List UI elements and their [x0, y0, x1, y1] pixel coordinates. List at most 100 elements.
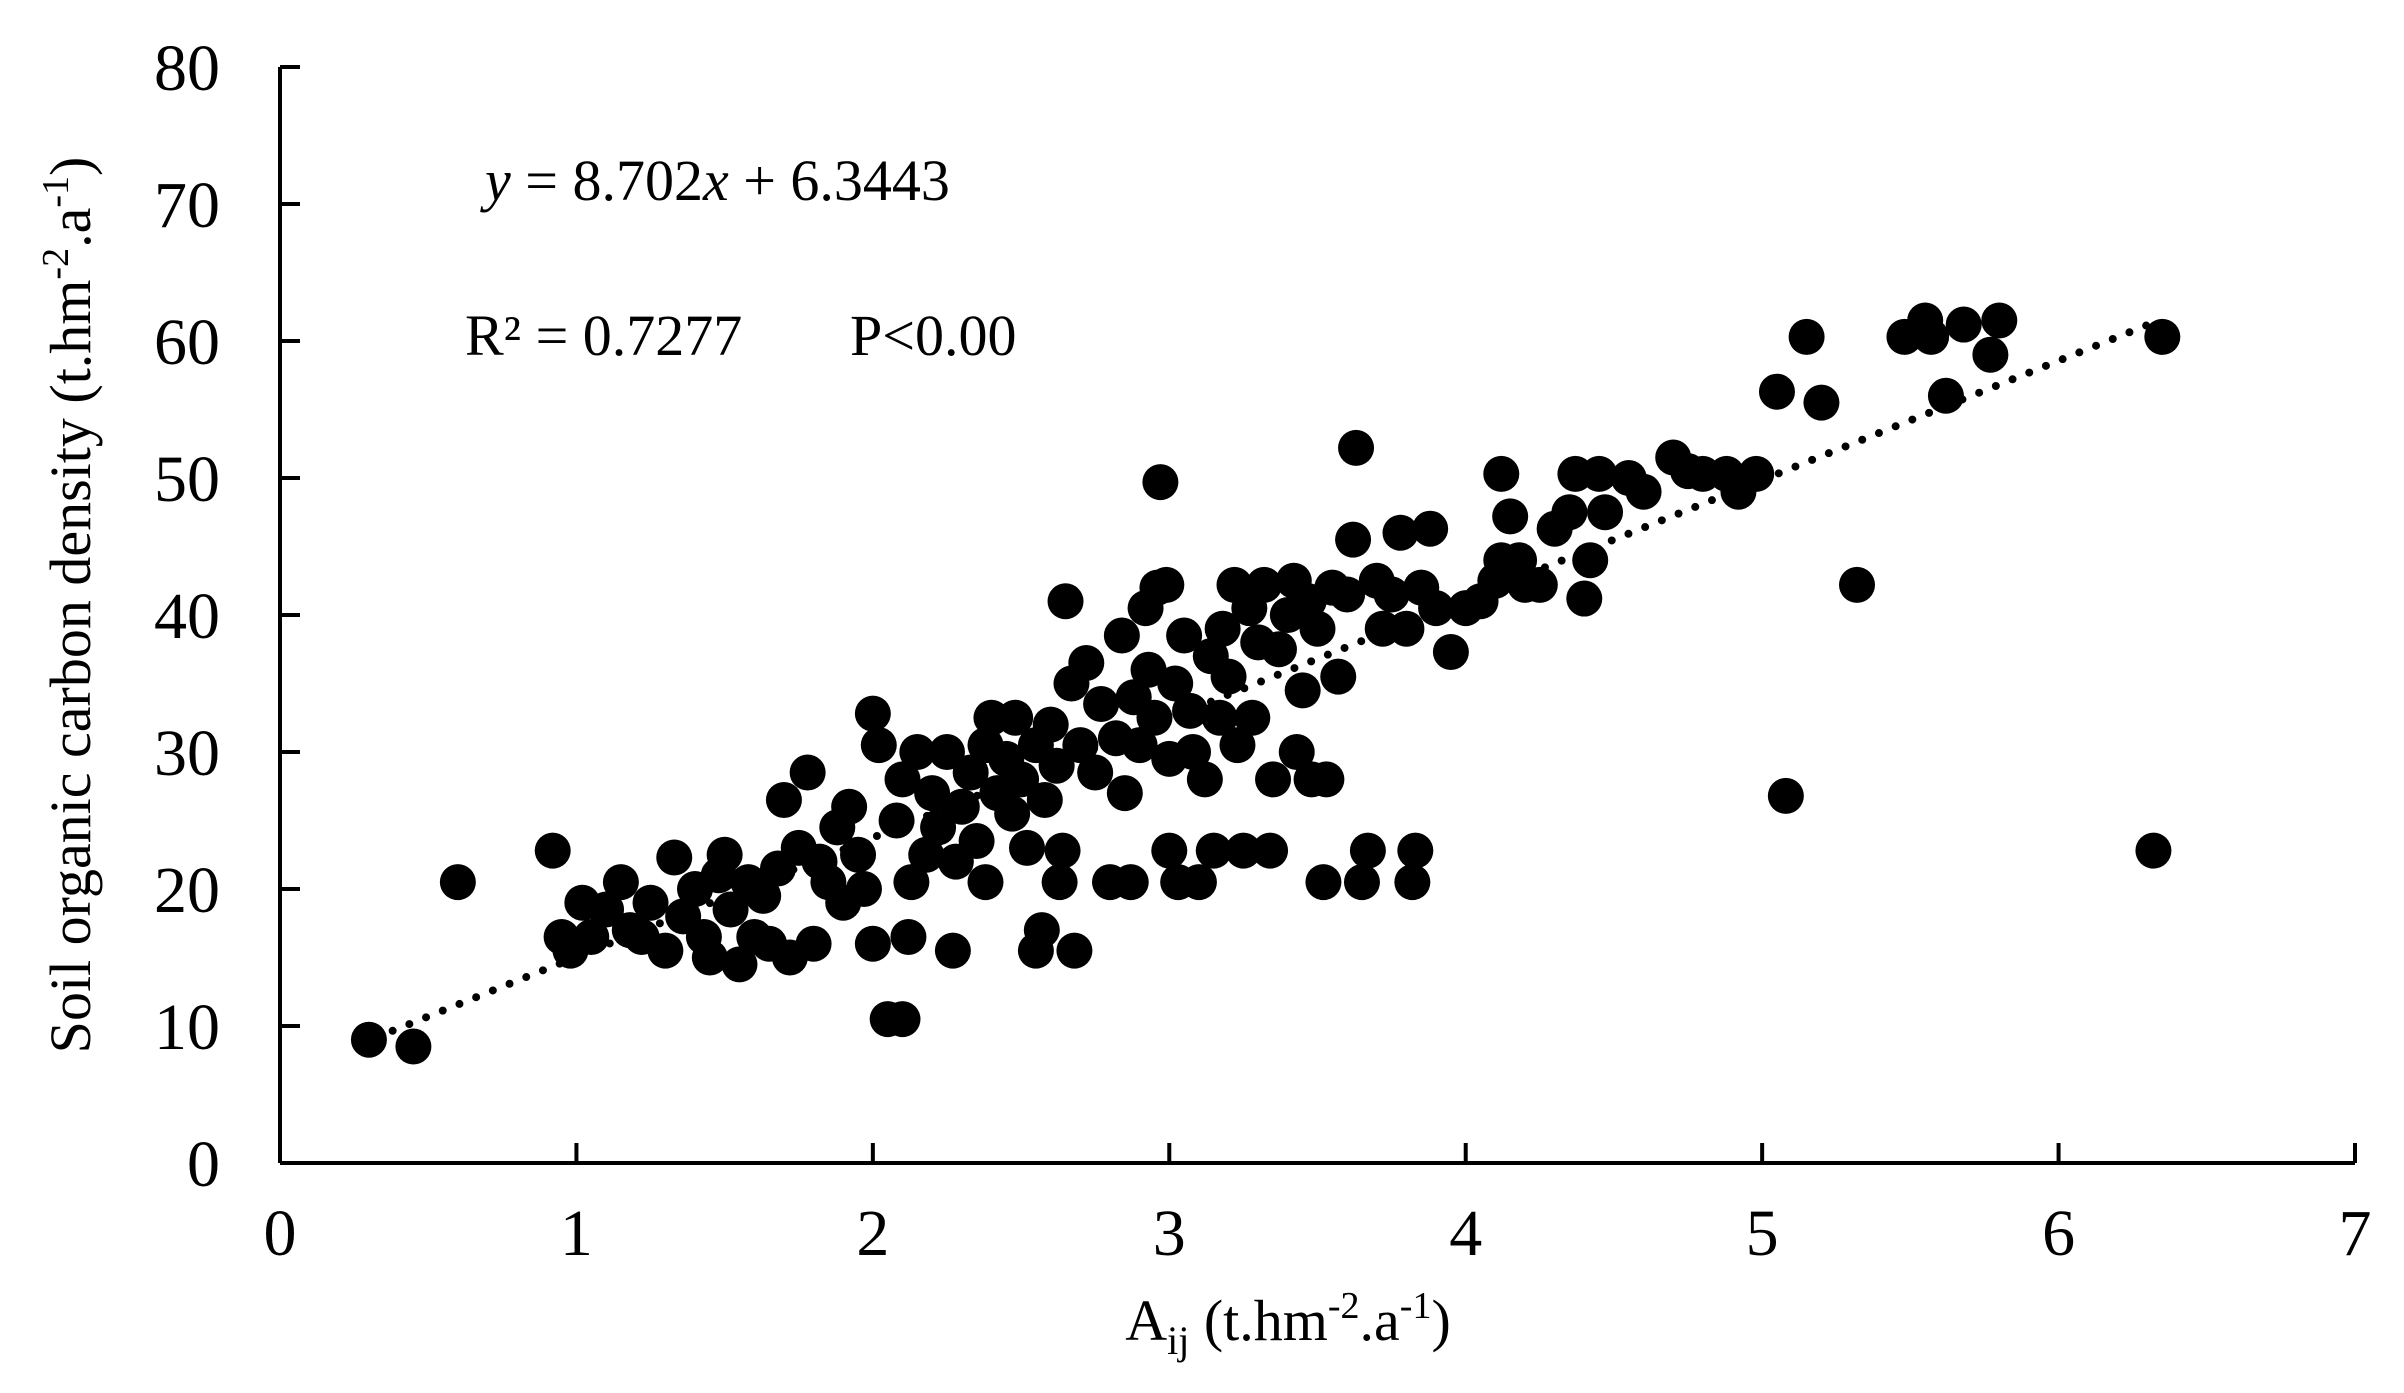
data-point — [1394, 864, 1431, 901]
data-point — [1412, 510, 1449, 547]
data-point — [795, 925, 832, 962]
y-tick-label: 40 — [154, 580, 220, 653]
data-point — [1219, 727, 1256, 764]
data-point — [845, 871, 882, 907]
data-point — [534, 832, 571, 869]
data-point — [890, 918, 927, 955]
data-point — [1566, 580, 1603, 617]
data-point — [943, 788, 980, 825]
data-point — [1338, 429, 1375, 466]
data-point — [1260, 631, 1297, 668]
data-point — [1148, 566, 1185, 603]
data-point — [1788, 318, 1825, 355]
data-point — [1625, 473, 1662, 510]
data-point — [1121, 727, 1158, 764]
data-point — [1180, 864, 1217, 901]
data-point — [1026, 781, 1063, 818]
data-point — [920, 809, 957, 846]
data-point — [934, 932, 971, 969]
data-point — [1388, 610, 1425, 647]
data-point — [899, 734, 936, 770]
data-point — [712, 891, 749, 928]
x-axis-title-unit-mid: .a — [1360, 1288, 1400, 1353]
data-point — [1758, 373, 1795, 410]
y-tick-label: 70 — [154, 169, 220, 242]
data-point — [1246, 566, 1283, 603]
data-point — [2144, 318, 2181, 355]
data-point — [1767, 777, 1804, 814]
data-point — [1521, 566, 1558, 603]
data-point — [1382, 514, 1419, 551]
x-ticks: 0 1 2 3 4 5 6 7 — [264, 1143, 2372, 1270]
data-point — [395, 1028, 432, 1065]
x-tick-label: 3 — [1153, 1197, 1186, 1270]
data-point — [1175, 734, 1211, 770]
y-axis-title-mid: .a — [38, 208, 103, 248]
trendline — [388, 321, 2152, 1035]
data-point — [1166, 617, 1203, 654]
data-point — [1083, 686, 1120, 723]
data-point — [1551, 494, 1588, 531]
data-point — [1041, 864, 1078, 901]
data-point — [1572, 542, 1609, 579]
data-point — [1047, 583, 1084, 620]
data-point — [721, 946, 758, 983]
data-point — [893, 864, 930, 901]
data-point — [691, 939, 728, 976]
x-tick-label: 5 — [1746, 1197, 1779, 1270]
data-point — [1252, 832, 1289, 869]
regression-equation: y = 8.702x + 6.3443 — [480, 148, 950, 213]
y-tick-label: 80 — [154, 32, 220, 105]
data-point — [2135, 832, 2172, 869]
data-point — [1056, 932, 1093, 969]
x-tick-label: 1 — [560, 1197, 593, 1270]
data-point — [1157, 665, 1194, 702]
data-point — [439, 864, 476, 901]
data-point — [1136, 699, 1173, 736]
y-axis-title-sup1: -2 — [35, 248, 77, 280]
y-axis-title-post: ) — [38, 157, 103, 176]
data-point — [656, 839, 693, 876]
data-point — [884, 761, 921, 798]
x-axis-title: Aij (t.hm-2.a-1) — [1125, 1285, 1451, 1363]
r-squared-text: R² = 0.7277 — [465, 303, 742, 368]
data-point — [1335, 521, 1372, 558]
x-axis-title-sup1: -2 — [1328, 1285, 1360, 1327]
data-point — [908, 836, 945, 873]
data-point — [1003, 761, 1040, 798]
data-point — [1972, 336, 2009, 373]
x-tick-label: 7 — [2339, 1197, 2372, 1270]
data-point — [1106, 775, 1143, 812]
data-point — [1278, 734, 1315, 770]
data-point — [1981, 302, 2018, 339]
x-axis-title-main: A — [1125, 1288, 1167, 1353]
data-point — [1103, 617, 1140, 654]
data-point — [602, 864, 639, 901]
data-point — [1186, 761, 1223, 798]
data-point — [860, 727, 897, 764]
trendline-line — [388, 321, 2152, 1035]
y-tick-label: 30 — [154, 717, 220, 790]
data-point — [1320, 658, 1357, 695]
data-point — [1329, 576, 1366, 613]
data-point — [958, 823, 995, 860]
data-point — [840, 836, 877, 873]
y-tick-label: 10 — [154, 991, 220, 1064]
data-point — [1738, 455, 1775, 492]
data-point — [632, 884, 669, 921]
data-point — [350, 1021, 387, 1058]
data-point — [1077, 754, 1114, 791]
data-point — [1044, 832, 1081, 869]
y-axis-title: Soil organic carbon density (t.hm-2.a-1) — [35, 157, 103, 1054]
x-axis-title-unit-post: ) — [1431, 1288, 1450, 1353]
x-axis-title-unit-pre: (t.hm — [1189, 1288, 1328, 1353]
data-point — [1172, 692, 1209, 729]
x-axis-title-sup2: -1 — [1400, 1285, 1432, 1327]
data-point — [1483, 455, 1520, 492]
data-point — [1225, 832, 1262, 869]
data-point — [1204, 610, 1241, 647]
data-point — [1373, 576, 1410, 613]
p-value-text: P<0.00 — [850, 303, 1016, 368]
data-points — [350, 302, 2181, 1065]
